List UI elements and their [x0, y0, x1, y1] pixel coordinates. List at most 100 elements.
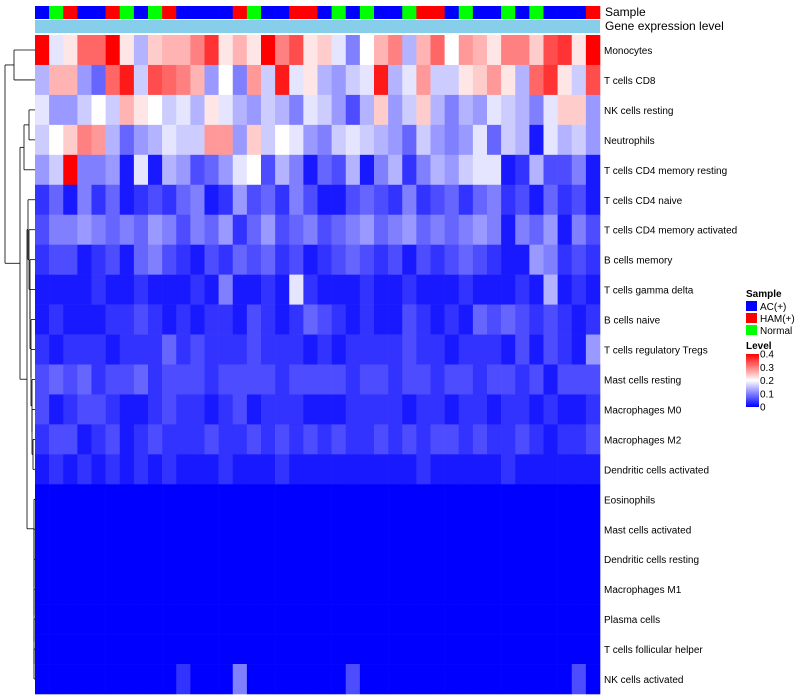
heatmap-cell	[585, 334, 601, 365]
heatmap-cell	[345, 604, 361, 635]
heatmap-cell	[515, 364, 530, 395]
heatmap-cell	[303, 634, 318, 665]
heatmap-cell	[91, 334, 106, 365]
heatmap-cell	[416, 634, 431, 665]
heatmap-cell	[148, 514, 163, 545]
heatmap-cell	[317, 35, 332, 66]
heatmap-cell	[148, 364, 163, 395]
heatmap-cell	[91, 364, 106, 395]
heatmap-cell	[148, 634, 163, 665]
heatmap-cell	[246, 514, 262, 545]
heatmap-cell	[557, 35, 573, 66]
heatmap-cell	[444, 64, 460, 96]
heatmap-cell	[148, 424, 163, 455]
heatmap-cell	[105, 394, 121, 425]
heatmap-cell	[515, 604, 530, 635]
heatmap-cell	[246, 634, 262, 665]
heatmap-cell	[105, 574, 121, 605]
heatmap-cell	[105, 304, 121, 335]
heatmap-cell	[162, 424, 177, 455]
heatmap-cell	[331, 514, 347, 545]
heatmap-cell	[35, 64, 50, 96]
heatmap-cell	[345, 544, 361, 575]
heatmap-cell	[402, 604, 417, 635]
heatmap-cell	[246, 244, 262, 275]
heatmap-cell	[458, 574, 474, 605]
heatmap-cell	[190, 514, 205, 545]
heatmap-cell	[416, 394, 431, 425]
heatmap-cell	[133, 394, 149, 425]
sample-annotation-cell	[133, 6, 149, 19]
legend-entry-label: HAM(+)	[760, 314, 795, 325]
heatmap-cell	[557, 634, 573, 665]
heatmap-cell	[416, 484, 431, 515]
heatmap-cell	[402, 634, 417, 665]
heatmap-cell	[261, 124, 276, 156]
heatmap-cell	[529, 244, 544, 275]
heatmap-cell	[571, 154, 587, 186]
heatmap-cell	[402, 454, 417, 485]
heatmap-cell	[444, 574, 460, 605]
heatmap-cell	[402, 154, 417, 186]
heatmap-cell	[275, 244, 290, 275]
heatmap-cell	[458, 154, 474, 186]
heatmap-cell	[49, 184, 64, 216]
heatmap-cell	[105, 454, 121, 485]
heatmap-cell	[359, 214, 375, 245]
heatmap-cell	[444, 214, 460, 245]
heatmap-cell	[444, 454, 460, 485]
heatmap-cell	[430, 244, 445, 275]
heatmap-cell	[487, 64, 502, 96]
sample-annotation-cell	[557, 6, 573, 19]
heatmap-cell	[162, 634, 177, 665]
heatmap-cell	[91, 64, 106, 96]
row-label: Mast cells activated	[604, 525, 691, 536]
heatmap-cell	[345, 454, 361, 485]
heatmap-cell	[63, 274, 78, 305]
heatmap-cell	[359, 64, 375, 96]
heatmap-cell	[105, 64, 121, 96]
heatmap-cell	[275, 124, 290, 156]
heatmap-cell	[289, 274, 304, 305]
heatmap-cell	[133, 35, 149, 66]
heatmap-cell	[571, 94, 587, 126]
heatmap-cell	[317, 634, 332, 665]
heatmap-cell	[105, 35, 121, 66]
heatmap-cell	[585, 514, 601, 545]
heatmap-cell	[388, 154, 403, 186]
heatmap-cell	[388, 634, 403, 665]
heatmap-cell	[275, 514, 290, 545]
heatmap-cell	[402, 94, 417, 126]
heatmap-cell	[557, 64, 573, 96]
heatmap-cell	[529, 424, 544, 455]
heatmap-cell	[515, 124, 530, 156]
heatmap-cell	[133, 94, 149, 126]
heatmap-cell	[402, 214, 417, 245]
heatmap-cell	[63, 154, 78, 186]
heatmap-cell	[317, 94, 332, 126]
heatmap-cell	[232, 484, 248, 515]
row-label: T cells CD4 naive	[604, 196, 683, 207]
heatmap-cell	[261, 664, 276, 695]
heatmap-cell	[218, 394, 234, 425]
heatmap-cell	[388, 484, 403, 515]
legend: Sample AC(+)HAM(+)Normal Level 0.4 0.3 0.2…	[746, 289, 795, 414]
heatmap-cell	[261, 304, 276, 335]
heatmap-cell	[77, 94, 92, 126]
heatmap-cell	[543, 664, 558, 695]
heatmap-cell	[430, 634, 445, 665]
heatmap-cell	[543, 35, 558, 66]
heatmap-cell	[162, 184, 177, 216]
heatmap-cell	[402, 664, 417, 695]
row-label: Mast cells resting	[604, 375, 681, 386]
heatmap-cell	[345, 244, 361, 275]
heatmap-cell	[246, 334, 262, 365]
heatmap-cell	[77, 124, 92, 156]
heatmap-cell	[275, 334, 290, 365]
heatmap-cell	[119, 484, 135, 515]
heatmap-cell	[91, 424, 106, 455]
legend-level-tick: 0.4	[760, 350, 774, 361]
heatmap-cell	[232, 424, 248, 455]
heatmap-cell	[571, 334, 587, 365]
